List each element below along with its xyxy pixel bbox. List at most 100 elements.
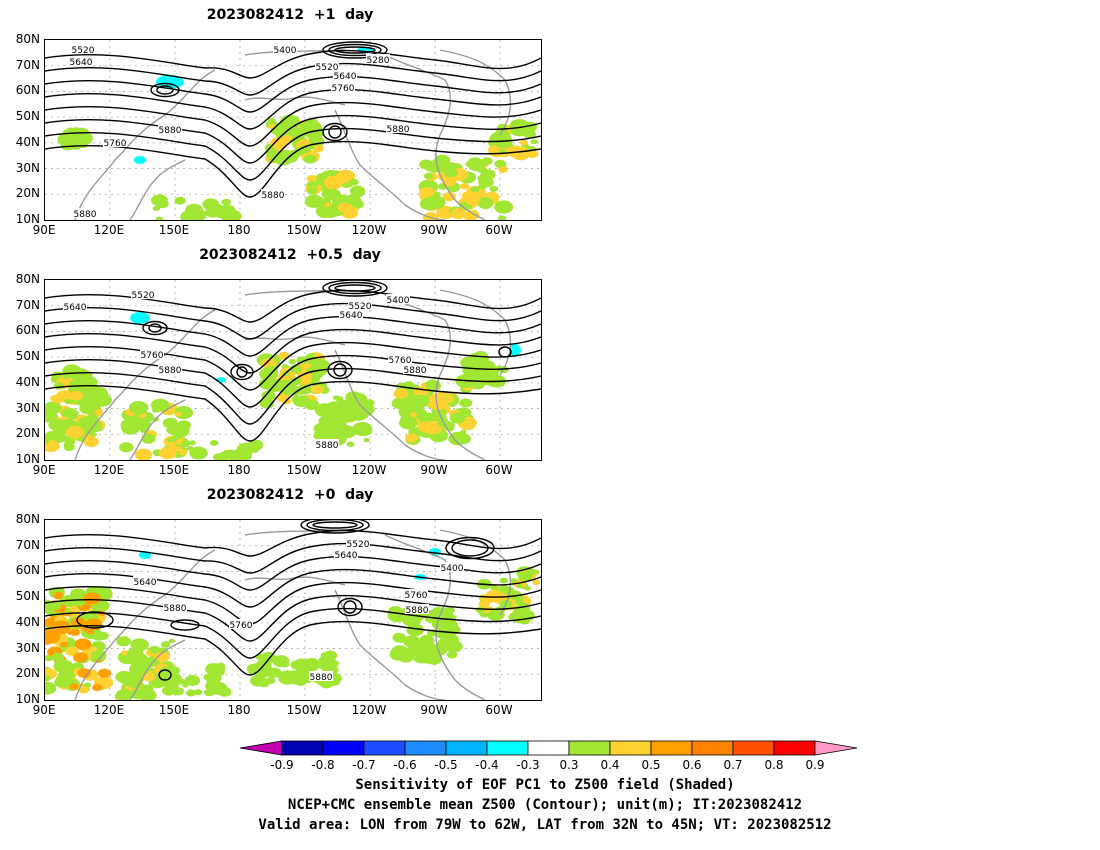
caption-shading: Sensitivity of EOF PC1 to Z500 field (Sh… [355,777,735,793]
contour-label: 5880 [404,366,427,376]
contour-label-bg [229,619,253,629]
lon-tick-label: 150E [158,463,190,477]
contour-label-bg [309,671,333,681]
panel-1-map: 5520 5640 5400 5280 5520 5640 5760 5880 5760 5880… [44,39,542,221]
contour-label-bg [63,301,87,311]
lon-tick-label: 90E [32,463,56,477]
colorbar-segment [691,740,734,756]
contour-label: 5880 [159,126,182,136]
contour-label: 5760 [230,621,253,631]
contour-label: 5520 [316,63,339,73]
colorbar-segment [650,740,693,756]
colorbar-tick-label: -0.4 [475,758,499,772]
lon-tick-label: 120W [351,223,387,237]
contour-label: 5640 [70,58,93,68]
contour-label: 5640 [334,72,357,82]
colorbar-segment [732,740,775,756]
lat-tick-label: 50N [15,589,40,604]
colorbar-segment [486,740,529,756]
colorbar-tick-label: 0.5 [641,758,661,772]
caption-contour: NCEP+CMC ensemble mean Z500 (Contour); u… [287,797,803,813]
contour-label-bg [261,189,285,199]
lon-tick-label: 120E [93,223,125,237]
colorbar-tick-label: 0.3 [559,758,579,772]
colorbar-tick-label: 0.8 [764,758,784,772]
contour-label-bg [348,300,372,310]
contour-label: 5760 [332,84,355,94]
lon-tick-label: 90W [420,463,448,477]
lat-tick-label: 80N [15,512,40,526]
colorbar-segment [404,740,447,756]
lon-tick-label: 150E [158,223,190,237]
colorbar-segment [445,740,488,756]
contour-label: 5760 [405,591,428,601]
contour-label-bg [404,589,428,599]
contour-label-bg [386,294,410,304]
lon-tick-label: 90W [420,703,448,717]
contour-label-bg [440,562,464,572]
lon-tick-label: 150W [286,223,322,237]
lat-tick-label: 10N [15,212,40,226]
lon-tick-label: 120W [351,703,387,717]
panel-3-map: 5520 5640 5400 5640 5880 5760 5760 5880 5880 [44,519,542,701]
z500-contours [45,280,541,442]
lon-tick-label: 60W [485,703,513,717]
lon-tick-label: 180 [227,703,251,717]
lat-tick-label: 60N [15,83,40,98]
colorbar-tick-label: 0.4 [600,758,620,772]
colorbar-low-arrow [240,740,283,756]
caption-valid-area: Valid area: LON from 79W to 62W, LAT fro… [258,817,832,833]
lon-tick-label: 120W [351,463,387,477]
colorbar-tick-label: 0.6 [682,758,702,772]
contour-label-bg [133,576,157,586]
colorbar-tick-label: -0.7 [352,758,376,772]
panel-1-title: 2023082412 +1 day [206,7,374,23]
panel-1-map-canvas: 5520564054005280552056405760588057605880… [45,40,541,220]
contour-label: 5880 [316,441,339,451]
colorbar-high-arrow [814,740,858,756]
contour-label-bg [131,289,155,299]
lat-tick-label: 10N [15,452,40,466]
lon-tick-label: 180 [227,463,251,477]
contour-label-bg [163,602,187,612]
lat-tick-label: 40N [15,374,40,389]
colorbar-segment [363,740,406,756]
lat-tick-label: 60N [15,563,40,578]
lat-tick-label: 70N [15,537,40,552]
contour-label-bg [273,44,297,54]
contour-label-bg [333,70,357,80]
contour-label: 5880 [164,604,187,614]
lat-tick-label: 60N [15,323,40,338]
colorbar-tick-label: -0.8 [311,758,335,772]
contour-label-bg [71,44,95,54]
colorbar-tick-label: -0.5 [434,758,458,772]
contour-label-bg [315,61,339,71]
contour-label: 5880 [74,210,97,220]
lon-tick-label: 150W [286,463,322,477]
contour-label-bg [140,349,164,359]
contour-label-bg [339,309,363,319]
lat-tick-label: 10N [15,692,40,706]
contour-label-bg [69,56,93,66]
panel-2-title: 2023082412 +0.5 day [199,247,381,263]
contour-label-bg [103,137,127,147]
lat-tick-label: 70N [15,57,40,72]
colorbar-segment [322,740,365,756]
contour-label-bg [346,538,370,548]
lon-tick-label: 150E [158,703,190,717]
colorbar-segment [281,740,324,756]
contour-label-bg [334,549,358,559]
contour-label: 5520 [349,302,372,312]
contour-label: 5640 [340,311,363,321]
contour-label-bg [158,364,182,374]
panel-3-title: 2023082412 +0 day [206,487,374,503]
contour-labels: 5520564054005280552056405760588057605880… [69,44,410,220]
colorbar-segment [527,740,570,756]
contour-label: 5880 [159,366,182,376]
sensitivity-shading [45,548,541,700]
lon-tick-label: 90W [420,223,448,237]
lon-tick-label: 120E [93,703,125,717]
